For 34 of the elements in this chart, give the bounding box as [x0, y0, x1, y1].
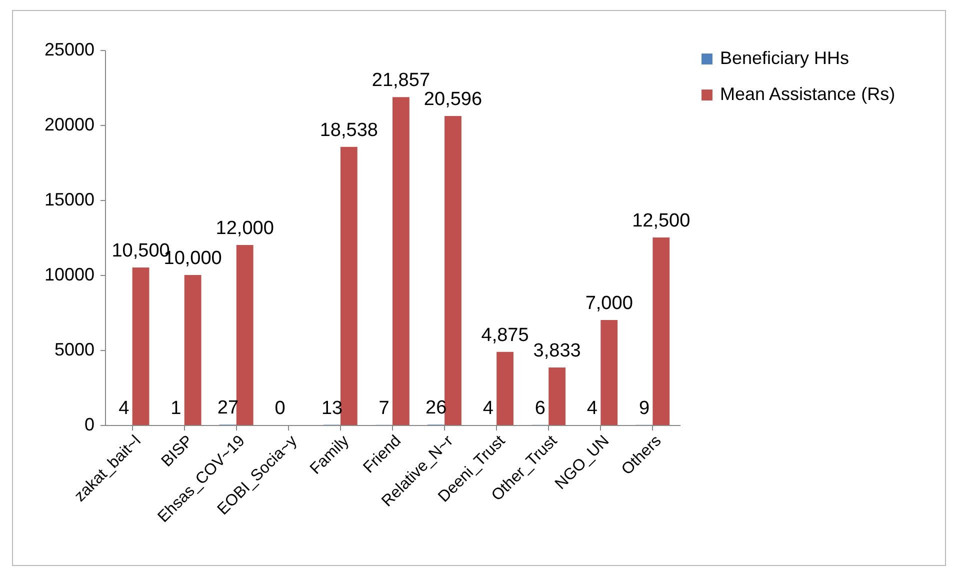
data-label: 6	[534, 398, 546, 419]
data-label: 4	[586, 398, 598, 419]
legend-label: Mean Assistance (Rs)	[720, 84, 896, 104]
y-tick-label: 10000	[44, 264, 94, 284]
y-tick-label: 5000	[54, 340, 94, 360]
bar	[496, 352, 514, 425]
bar	[184, 275, 202, 425]
bar	[600, 320, 618, 425]
data-label: 4	[482, 398, 494, 419]
data-label: 20,596	[424, 89, 482, 110]
data-label: 18,538	[320, 120, 378, 141]
data-label: 1	[170, 398, 182, 419]
bar	[340, 146, 358, 425]
bar	[548, 368, 566, 425]
y-tick-label: 0	[84, 414, 94, 434]
y-tick-label: 20000	[44, 114, 94, 134]
bar	[236, 245, 254, 425]
legend-label: Beneficiary HHs	[720, 48, 850, 68]
y-tick-label: 25000	[44, 40, 94, 60]
bar	[444, 116, 462, 425]
data-label: 4,875	[481, 324, 529, 346]
data-label: 4	[118, 398, 130, 419]
y-tick-label: 15000	[44, 190, 94, 210]
bar	[392, 97, 410, 425]
data-label: 0	[274, 398, 286, 419]
data-label: 12,500	[632, 210, 690, 232]
data-label: 12,000	[216, 218, 274, 239]
bar	[652, 238, 670, 425]
data-label: 7	[378, 398, 390, 419]
data-label: 21,857	[372, 70, 430, 92]
data-label: 3,833	[533, 340, 581, 362]
data-label: 9	[638, 398, 650, 419]
data-label: 7,000	[585, 293, 633, 314]
bar	[132, 268, 150, 425]
